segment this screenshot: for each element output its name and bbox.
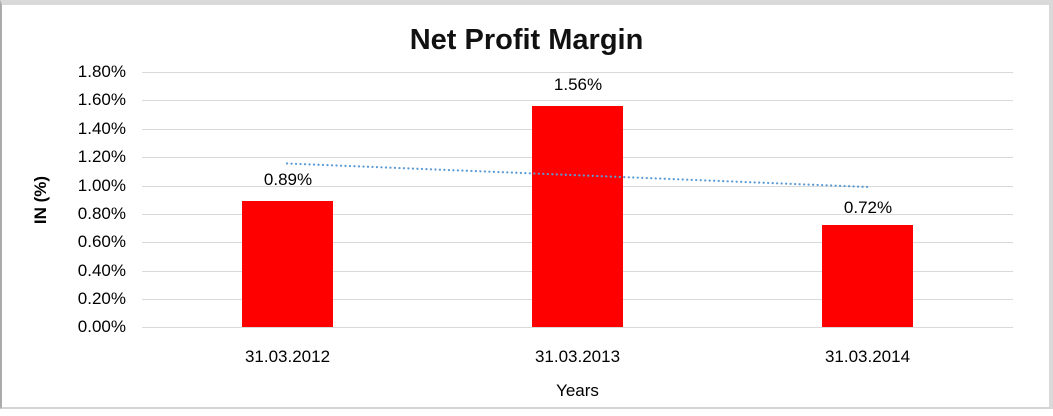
bar-value-label: 1.56% xyxy=(553,75,603,94)
y-tick-label: 1.80% xyxy=(77,62,126,81)
y-tick-label: 0.80% xyxy=(77,204,126,223)
x-tick-label: 31.03.2014 xyxy=(824,347,911,366)
y-tick-label: 0.40% xyxy=(77,261,126,280)
x-axis-title: Years xyxy=(556,381,599,400)
y-tick-label: 0.00% xyxy=(77,317,126,336)
x-tick-label: 31.03.2012 xyxy=(244,347,331,366)
gridline xyxy=(142,327,1013,328)
gridline xyxy=(142,100,1013,101)
y-tick-label: 0.20% xyxy=(77,289,126,308)
chart-title: Net Profit Margin xyxy=(409,24,644,56)
y-tick-label: 1.60% xyxy=(77,90,126,109)
bar-31-03-2012 xyxy=(242,201,333,327)
bar-31-03-2013 xyxy=(532,106,623,327)
gridline xyxy=(142,72,1013,73)
x-tick-label: 31.03.2013 xyxy=(534,347,621,366)
bar-value-label: 0.89% xyxy=(263,170,313,189)
y-tick-label: 1.00% xyxy=(77,176,126,195)
y-tick-label: 1.20% xyxy=(77,147,126,166)
y-tick-label: 0.60% xyxy=(77,232,126,251)
y-axis-title: IN (%) xyxy=(31,175,51,224)
bar-value-label: 0.72% xyxy=(843,198,893,217)
bar-31-03-2014 xyxy=(822,225,913,327)
y-tick-label: 1.40% xyxy=(77,119,126,138)
